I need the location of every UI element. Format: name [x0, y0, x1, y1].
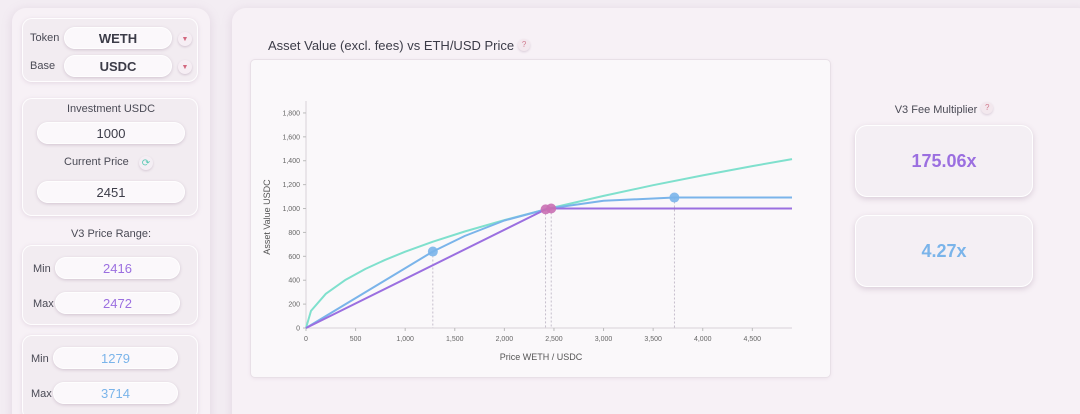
range-marker-point: [427, 246, 438, 257]
v2-max-label: Max: [31, 388, 52, 400]
y-axis-label: Asset Value USDC: [262, 179, 272, 255]
multiplier-help-icon[interactable]: ?: [981, 102, 994, 114]
chart-container: 0 500 1,000 1,500 2,000 2,500 3,000 3,500 4,000 4…: [251, 60, 830, 377]
chart-title-text: Asset Value (excl. fees) vs ETH/USD Pric…: [268, 38, 515, 53]
investment-label: Investment USDC: [66, 103, 156, 115]
y-tick-label: 1,800: [282, 110, 300, 117]
y-tick-label: 400: [288, 278, 300, 285]
base-label: Base: [30, 60, 56, 72]
x-tick-label: 0: [304, 336, 308, 343]
base-select[interactable]: USDC: [64, 55, 172, 77]
x-tick-label: 2,500: [545, 336, 563, 343]
x-tick-label: 1,000: [396, 336, 414, 343]
chart-series: [305, 158, 793, 329]
multiplier-label: V3 Fee Multiplier?: [854, 102, 1034, 116]
current-price-label: Current Price: [64, 156, 129, 168]
x-tick-label: 4,500: [744, 336, 762, 343]
v2-max-input[interactable]: 3714: [53, 382, 178, 404]
x-tick-label: 500: [350, 336, 362, 343]
y-tick-label: 1,000: [282, 206, 300, 213]
multiplier-label-text: V3 Fee Multiplier: [894, 104, 978, 116]
y-tick-label: 600: [288, 254, 300, 261]
chart-markers: [427, 192, 680, 257]
v3-max-label: Max: [33, 298, 54, 310]
v2-fee-multiplier-value: 4.27x: [855, 215, 1033, 287]
help-icon[interactable]: ?: [518, 39, 531, 51]
series-line-1: [305, 158, 793, 329]
current-price-input[interactable]: 2451: [37, 181, 185, 203]
range-marker-point: [669, 192, 680, 203]
x-axis-label: Price WETH / USDC: [500, 352, 583, 362]
v3-min-label: Min: [33, 263, 51, 275]
token-dropdown-icon[interactable]: ▼: [178, 32, 192, 46]
token-label: Token: [30, 32, 60, 44]
range-marker-point: [546, 203, 557, 214]
x-tick-label: 1,500: [446, 336, 464, 343]
v3-max-input[interactable]: 2472: [55, 292, 180, 314]
y-tick-label: 200: [288, 302, 300, 309]
v3-fee-multiplier-value: 175.06x: [855, 125, 1033, 197]
y-tick-label: 0: [296, 326, 300, 333]
chart-guides: [432, 197, 675, 328]
v2-min-label: Min: [31, 353, 49, 365]
x-tick-label: 2,000: [496, 336, 514, 343]
chart-title: Asset Value (excl. fees) vs ETH/USD Pric…: [268, 38, 531, 53]
base-dropdown-icon[interactable]: ▼: [178, 60, 192, 74]
y-tick-label: 800: [288, 230, 300, 237]
x-tick-label: 3,500: [644, 336, 662, 343]
x-tick-label: 4,000: [694, 336, 712, 343]
v3-min-input[interactable]: 2416: [55, 257, 180, 279]
y-tick-label: 1,600: [282, 134, 300, 141]
token-select[interactable]: WETH: [64, 27, 172, 49]
series-line-3: [305, 207, 792, 329]
asset-value-chart: 0 500 1,000 1,500 2,000 2,500 3,000 3,500 4,000 4…: [262, 101, 793, 362]
investment-input[interactable]: 1000: [37, 122, 185, 144]
v3-range-label: V3 Price Range:: [70, 228, 152, 240]
x-tick-label: 3,000: [595, 336, 613, 343]
chart-axes: 0 500 1,000 1,500 2,000 2,500 3,000 3,500 4,000 4…: [282, 101, 792, 343]
y-tick-label: 1,200: [282, 182, 300, 189]
refresh-icon[interactable]: ⟳: [139, 156, 153, 170]
series-line-2: [305, 196, 792, 329]
y-tick-label: 1,400: [282, 158, 300, 165]
v2-min-input[interactable]: 1279: [53, 347, 178, 369]
